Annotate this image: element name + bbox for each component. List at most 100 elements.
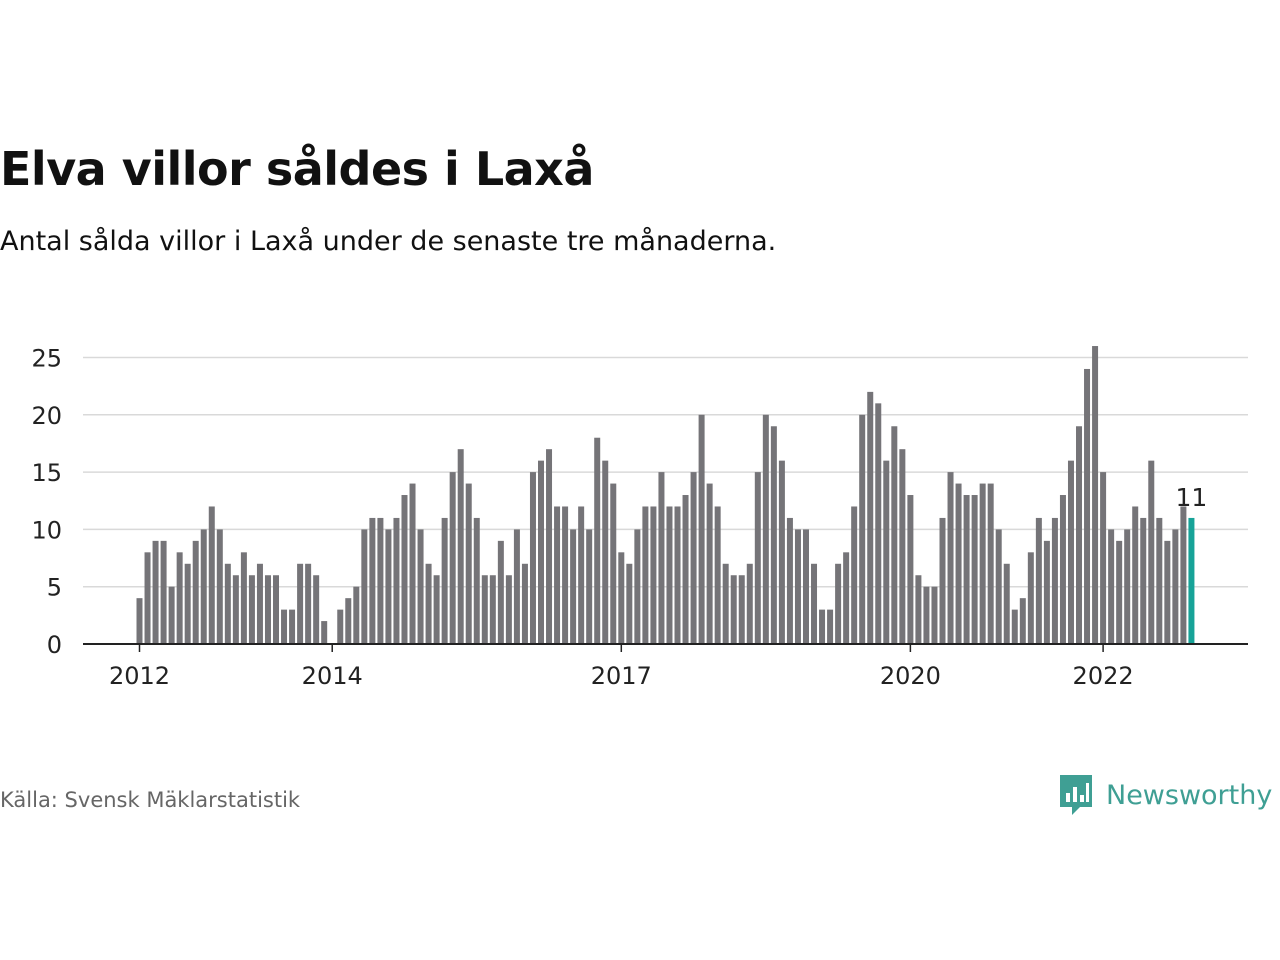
bar (538, 460, 544, 644)
bar (409, 483, 416, 644)
bar (216, 529, 223, 644)
bar (1043, 540, 1050, 644)
highlight-value-label: 11 (1176, 483, 1208, 512)
bars (136, 346, 1195, 644)
bar (513, 529, 520, 644)
bar (345, 598, 352, 644)
y-tick-label: 5 (47, 574, 62, 602)
bar (1092, 346, 1099, 644)
bar (1140, 517, 1147, 644)
bar (1084, 368, 1091, 644)
bar (1059, 495, 1066, 644)
bar (224, 563, 231, 644)
chart-subtitle: Antal sålda villor i Laxå under de senas… (0, 226, 777, 257)
bar (273, 575, 280, 644)
bar (899, 449, 906, 644)
bar (232, 575, 239, 644)
bar (883, 460, 890, 644)
bar (321, 621, 328, 644)
y-tick-label: 25 (31, 345, 62, 373)
bar (144, 552, 151, 644)
bar (289, 609, 296, 644)
source-note: Källa: Svensk Mäklarstatistik (0, 788, 301, 812)
bar (1100, 472, 1107, 644)
bar (931, 586, 938, 644)
bar (867, 391, 874, 644)
bar (1019, 598, 1026, 644)
bar (554, 506, 561, 644)
bar (586, 529, 593, 644)
bar (971, 495, 978, 644)
bar (738, 575, 745, 644)
bar (305, 563, 312, 644)
bar (963, 495, 970, 644)
bar (650, 506, 657, 644)
bar (441, 517, 448, 644)
y-tick-label: 10 (31, 516, 62, 544)
bar (1051, 517, 1058, 644)
bar (762, 414, 769, 644)
bar (851, 506, 858, 644)
bar (674, 506, 681, 644)
bar (947, 472, 954, 644)
bar (939, 517, 946, 644)
bar (594, 437, 601, 644)
y-tick-label: 20 (31, 402, 62, 430)
bar (1108, 529, 1115, 644)
bar (546, 449, 553, 644)
bar (690, 472, 697, 644)
bar (1156, 517, 1163, 644)
bar (361, 529, 368, 644)
bar (377, 517, 384, 644)
bar (521, 563, 528, 644)
bar (1124, 529, 1131, 644)
bar (1116, 540, 1123, 644)
bar-chart-speech-bubble-icon (1060, 775, 1092, 815)
bar (160, 540, 167, 644)
bar (1067, 460, 1074, 644)
bar (570, 529, 577, 644)
bar (658, 472, 665, 644)
bar (1180, 506, 1187, 644)
bar (337, 609, 344, 644)
bar (754, 472, 761, 644)
bar (208, 506, 215, 644)
bar (369, 517, 376, 644)
bar (955, 483, 962, 644)
x-tick-label: 2012 (109, 662, 170, 690)
bar (811, 563, 818, 644)
bar (770, 426, 777, 644)
bar (297, 563, 304, 644)
bar (562, 506, 569, 644)
bar (240, 552, 247, 644)
bar (706, 483, 713, 644)
bar (152, 540, 159, 644)
bar-highlighted (1188, 517, 1195, 644)
bar (473, 517, 480, 644)
bar (1076, 426, 1083, 644)
bar (802, 529, 809, 644)
bar (843, 552, 850, 644)
bar (184, 563, 191, 644)
bar (778, 460, 785, 644)
bar (907, 495, 914, 644)
x-tick-label: 2017 (591, 662, 652, 690)
axes: 0 5 10 15 20 25 2012 2014 2017 2020 2022 11 (31, 345, 1248, 690)
bar (827, 609, 834, 644)
bar (433, 575, 440, 644)
bar (192, 540, 199, 644)
bar (995, 529, 1002, 644)
bar (489, 575, 496, 644)
bar (200, 529, 207, 644)
x-tick-label: 2020 (880, 662, 941, 690)
bar (698, 414, 705, 644)
bar (1003, 563, 1010, 644)
bar (457, 449, 464, 644)
bar (610, 483, 617, 644)
bar (401, 495, 408, 644)
bar (923, 586, 930, 644)
bar (634, 529, 641, 644)
bar (987, 483, 994, 644)
bar (578, 506, 585, 644)
bar (819, 609, 826, 644)
